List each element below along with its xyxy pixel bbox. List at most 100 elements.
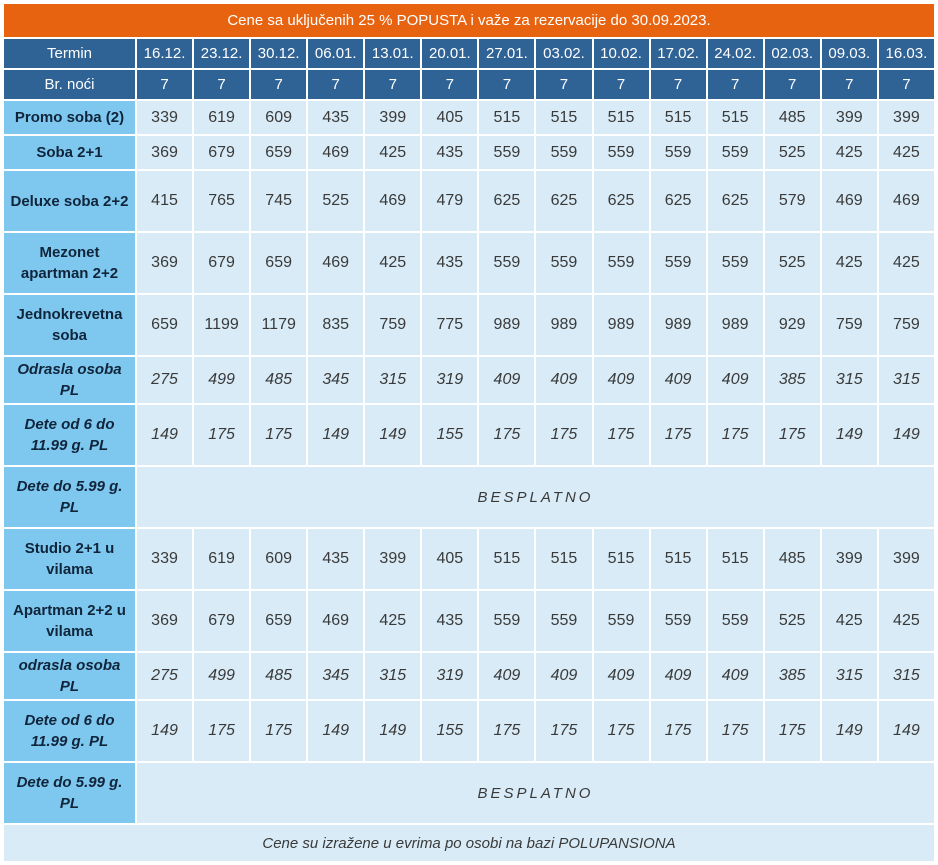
price-cell: 425	[821, 136, 877, 169]
row-label: Deluxe soba 2+2	[4, 171, 135, 231]
price-cell: 175	[194, 701, 250, 761]
price-cell: 339	[137, 101, 193, 134]
price-cell: 319	[422, 357, 478, 403]
table-row: odrasla osoba PL 275 499 485 345 315 319 409 409…	[4, 653, 934, 699]
price-cell: 385	[764, 357, 820, 403]
price-cell: 609	[251, 529, 307, 589]
price-cell: 175	[593, 701, 649, 761]
nights-value: 7	[422, 70, 478, 99]
price-cell: 409	[707, 357, 763, 403]
price-cell: 409	[536, 653, 592, 699]
price-cell: 435	[308, 101, 364, 134]
price-cell: 1199	[194, 295, 250, 355]
price-cell: 369	[137, 136, 193, 169]
price-cell: 989	[593, 295, 649, 355]
price-cell: 515	[707, 101, 763, 134]
table-row: Mezonet apartman 2+2 369 679 659 469 425 435 55…	[4, 233, 934, 293]
price-cell: 149	[821, 701, 877, 761]
nights-value: 7	[479, 70, 535, 99]
price-cell: 759	[878, 295, 934, 355]
date-header: 17.02.	[650, 39, 706, 68]
price-cell: 515	[650, 101, 706, 134]
price-cell: 275	[137, 653, 193, 699]
date-header: 16.12.	[137, 39, 193, 68]
price-cell: 515	[536, 101, 592, 134]
nights-value: 7	[821, 70, 877, 99]
price-cell: 559	[479, 136, 535, 169]
price-cell: 1179	[251, 295, 307, 355]
price-cell: 175	[764, 701, 820, 761]
free-cell: BESPLATNO	[137, 467, 934, 527]
table-row: Dete do 5.99 g. PL BESPLATNO	[4, 467, 934, 527]
price-cell: 315	[365, 357, 421, 403]
price-cell: 399	[878, 529, 934, 589]
date-header: 24.02.	[707, 39, 763, 68]
price-cell: 609	[251, 101, 307, 134]
date-header: 16.03.	[878, 39, 934, 68]
price-cell: 175	[251, 405, 307, 465]
row-label: Jednokrevetna soba	[4, 295, 135, 355]
free-cell: BESPLATNO	[137, 763, 934, 823]
price-cell: 559	[536, 233, 592, 293]
price-cell: 625	[650, 171, 706, 231]
price-cell: 425	[878, 233, 934, 293]
price-cell: 175	[650, 701, 706, 761]
price-cell: 499	[194, 653, 250, 699]
price-cell: 425	[365, 233, 421, 293]
price-cell: 559	[536, 591, 592, 651]
price-cell: 679	[194, 136, 250, 169]
nights-value: 7	[707, 70, 763, 99]
title-row: Cene sa uključenih 25 % POPUSTA i važe z…	[4, 4, 934, 37]
price-cell: 425	[878, 136, 934, 169]
price-cell: 989	[536, 295, 592, 355]
price-cell: 409	[536, 357, 592, 403]
price-cell: 485	[764, 529, 820, 589]
termin-label: Termin	[4, 39, 135, 68]
dates-row: Termin 16.12. 23.12. 30.12. 06.01. 13.01. 20.0…	[4, 39, 934, 68]
price-cell: 175	[707, 405, 763, 465]
price-cell: 485	[251, 653, 307, 699]
row-label: Dete od 6 do 11.99 g. PL	[4, 405, 135, 465]
price-cell: 175	[251, 701, 307, 761]
price-cell: 625	[593, 171, 649, 231]
price-cell: 315	[878, 653, 934, 699]
row-label: Mezonet apartman 2+2	[4, 233, 135, 293]
price-cell: 409	[593, 653, 649, 699]
price-cell: 525	[764, 591, 820, 651]
price-cell: 559	[707, 591, 763, 651]
price-cell: 559	[650, 136, 706, 169]
price-cell: 525	[764, 136, 820, 169]
date-header: 20.01.	[422, 39, 478, 68]
price-cell: 175	[536, 405, 592, 465]
price-cell: 469	[821, 171, 877, 231]
price-cell: 485	[764, 101, 820, 134]
price-cell: 409	[707, 653, 763, 699]
nights-label: Br. noći	[4, 70, 135, 99]
price-cell: 175	[593, 405, 649, 465]
table-row: Odrasla osoba PL 275 499 485 345 315 319 409 409…	[4, 357, 934, 403]
date-header: 10.02.	[593, 39, 649, 68]
price-cell: 579	[764, 171, 820, 231]
price-cell: 149	[308, 405, 364, 465]
price-cell: 659	[137, 295, 193, 355]
nights-value: 7	[536, 70, 592, 99]
price-cell: 175	[479, 405, 535, 465]
price-cell: 515	[536, 529, 592, 589]
price-cell: 559	[650, 233, 706, 293]
price-cell: 415	[137, 171, 193, 231]
price-cell: 409	[650, 357, 706, 403]
date-header: 03.02.	[536, 39, 592, 68]
price-cell: 155	[422, 405, 478, 465]
price-cell: 399	[878, 101, 934, 134]
price-cell: 149	[365, 701, 421, 761]
table-row: Soba 2+1 369 679 659 469 425 435 559 559 559 559 55…	[4, 136, 934, 169]
price-cell: 405	[422, 529, 478, 589]
date-header: 23.12.	[194, 39, 250, 68]
price-cell: 409	[479, 653, 535, 699]
date-header: 06.01.	[308, 39, 364, 68]
price-cell: 435	[422, 591, 478, 651]
price-cell: 369	[137, 233, 193, 293]
price-cell: 275	[137, 357, 193, 403]
price-cell: 559	[536, 136, 592, 169]
